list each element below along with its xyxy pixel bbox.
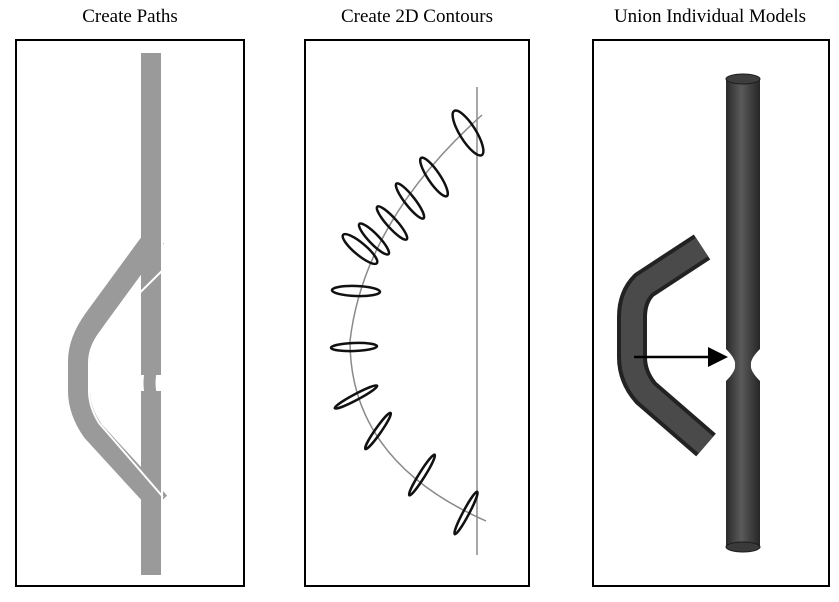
contour-ring (451, 109, 485, 157)
stenosis-neck-model (726, 349, 760, 381)
contour-ring (418, 156, 450, 198)
arrowhead (708, 347, 728, 367)
contours-drawing (329, 87, 487, 555)
panel-create-2d-contours (304, 39, 530, 587)
vessel-paths (68, 53, 173, 575)
bypass-centerline (88, 260, 173, 498)
contour-rings (329, 109, 485, 536)
contour-ring (363, 411, 393, 451)
main-vessel-model (725, 73, 761, 553)
main-vessel-bottom-cap (725, 541, 761, 553)
models-drawing (617, 73, 761, 553)
panel-title-create-2d-contours: Create 2D Contours (341, 6, 493, 27)
stenosis-neck (143, 365, 158, 401)
bypass-branch-band (68, 230, 168, 511)
paths-drawing (68, 53, 173, 575)
main-vessel-top-cap (725, 73, 761, 85)
main-vessel-lower (726, 381, 760, 547)
contour-ring (329, 341, 379, 353)
panel-union-models (592, 39, 830, 587)
contour-ring (341, 232, 379, 266)
panel-title-union-models: Union Individual Models (613, 6, 807, 27)
contour-ring (394, 182, 426, 220)
contour-ring (357, 222, 391, 256)
union-arrow (634, 347, 728, 367)
curved-centerline (349, 114, 487, 522)
main-vessel-upper (726, 79, 760, 349)
bypass-model (617, 234, 716, 457)
contour-ring (333, 384, 379, 410)
contour-ring (375, 205, 409, 241)
contour-ring (453, 490, 479, 536)
contour-ring (330, 284, 382, 298)
panel-create-paths (15, 39, 245, 587)
contour-ring (407, 453, 437, 497)
panel-title-create-paths: Create Paths (82, 6, 178, 27)
